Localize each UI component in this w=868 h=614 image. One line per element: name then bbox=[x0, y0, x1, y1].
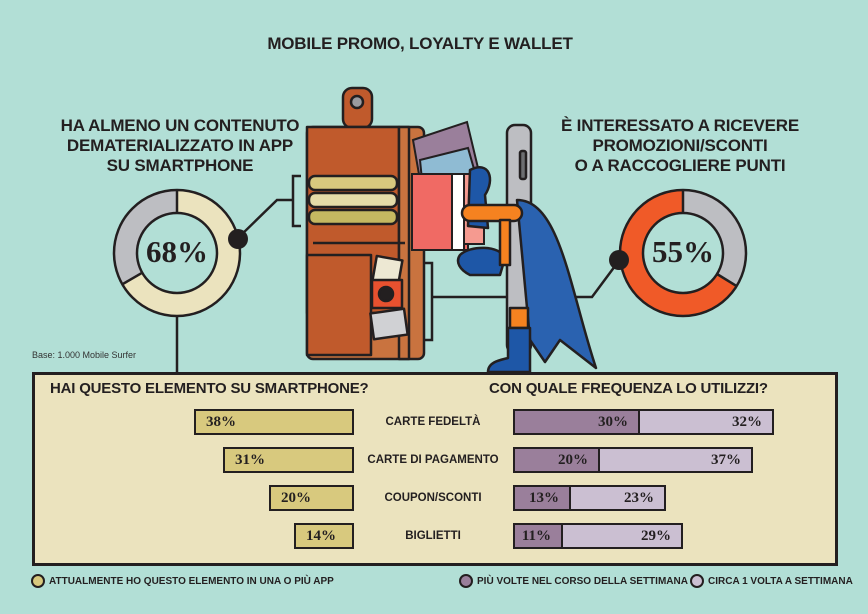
frequent-value: 11% bbox=[521, 527, 551, 544]
legend-weekly: CIRCA 1 VOLTA A SETTIMANA bbox=[690, 574, 853, 588]
frequent-segment: 11% bbox=[515, 525, 563, 547]
row-label: COUPON/SCONTI bbox=[384, 492, 482, 504]
frequent-segment: 20% bbox=[515, 449, 600, 471]
own-value: 14% bbox=[306, 527, 336, 544]
own-value: 31% bbox=[235, 451, 265, 468]
right-donut-value: 55% bbox=[652, 234, 714, 269]
frequency-bar: 20% 37% bbox=[513, 447, 753, 473]
own-bar: 14% bbox=[294, 523, 354, 549]
donut-chart-right bbox=[609, 188, 748, 318]
base-note: Base: 1.000 Mobile Surfer bbox=[32, 350, 137, 360]
frequent-value: 13% bbox=[529, 489, 559, 506]
right-panel-title: CON QUALE FREQUENZA LO UTILIZZI? bbox=[489, 380, 768, 397]
legend-label: PIÙ VOLTE NEL CORSO DELLA SETTIMANA bbox=[477, 575, 688, 587]
legend-frequent: PIÙ VOLTE NEL CORSO DELLA SETTIMANA bbox=[459, 574, 688, 588]
row-label: BIGLIETTI bbox=[405, 530, 461, 542]
connector-lines bbox=[175, 174, 620, 372]
row-label: CARTE FEDELTÀ bbox=[385, 416, 481, 428]
legend-swatch-icon bbox=[690, 574, 704, 588]
right-heading-line: O A RACCOGLIERE PUNTI bbox=[574, 156, 786, 175]
frequency-bar: 30% 32% bbox=[513, 409, 774, 435]
frequency-bar: 13% 23% bbox=[513, 485, 666, 511]
left-donut-value: 68% bbox=[146, 234, 208, 269]
frequent-value: 20% bbox=[558, 451, 588, 468]
own-value: 38% bbox=[206, 413, 236, 430]
legend-label: CIRCA 1 VOLTA A SETTIMANA bbox=[708, 575, 853, 587]
weekly-segment: 37% bbox=[600, 449, 751, 471]
right-stat-heading: È INTERESSATO A RICEVERE PROMOZIONI/SCON… bbox=[530, 116, 830, 176]
connector-dot-right bbox=[609, 250, 629, 270]
own-bar: 31% bbox=[223, 447, 354, 473]
right-heading-line: PROMOZIONI/SCONTI bbox=[592, 136, 768, 155]
wallet-icon bbox=[305, 86, 426, 361]
connector-dot-left bbox=[228, 229, 248, 249]
left-heading-line: HA ALMENO UN CONTENUTO bbox=[60, 116, 300, 135]
legend-swatch-icon bbox=[459, 574, 473, 588]
weekly-segment: 23% bbox=[571, 487, 664, 509]
own-bar: 20% bbox=[269, 485, 354, 511]
superhero-icon bbox=[456, 166, 598, 374]
weekly-segment: 29% bbox=[563, 525, 681, 547]
weekly-value: 29% bbox=[641, 527, 671, 544]
row-label: CARTE DI PAGAMENTO bbox=[367, 454, 499, 466]
donut-chart-left bbox=[112, 188, 248, 318]
left-heading-line: SU SMARTPHONE bbox=[106, 156, 254, 175]
left-panel-title: HAI QUESTO ELEMENTO SU SMARTPHONE? bbox=[50, 380, 369, 397]
frequent-segment: 30% bbox=[515, 411, 640, 433]
right-heading-line: È INTERESSATO A RICEVERE bbox=[561, 116, 799, 135]
frequent-segment: 13% bbox=[515, 487, 571, 509]
left-heading-line: DEMATERIALIZZATO IN APP bbox=[66, 136, 294, 155]
left-stat-heading: HA ALMENO UN CONTENUTO DEMATERIALIZZATO … bbox=[30, 116, 330, 176]
own-value: 20% bbox=[281, 489, 311, 506]
frequency-bar: 11% 29% bbox=[513, 523, 683, 549]
legend-swatch-icon bbox=[31, 574, 45, 588]
infographic-title: MOBILE PROMO, LOYALTY E WALLET bbox=[267, 34, 573, 53]
frequent-value: 30% bbox=[598, 413, 628, 430]
legend-label: ATTUALMENTE HO QUESTO ELEMENTO IN UNA O … bbox=[49, 575, 334, 587]
weekly-value: 23% bbox=[624, 489, 654, 506]
weekly-value: 32% bbox=[732, 413, 762, 430]
weekly-segment: 32% bbox=[640, 411, 772, 433]
weekly-value: 37% bbox=[711, 451, 741, 468]
legend-own: ATTUALMENTE HO QUESTO ELEMENTO IN UNA O … bbox=[31, 574, 334, 588]
own-bar: 38% bbox=[194, 409, 354, 435]
